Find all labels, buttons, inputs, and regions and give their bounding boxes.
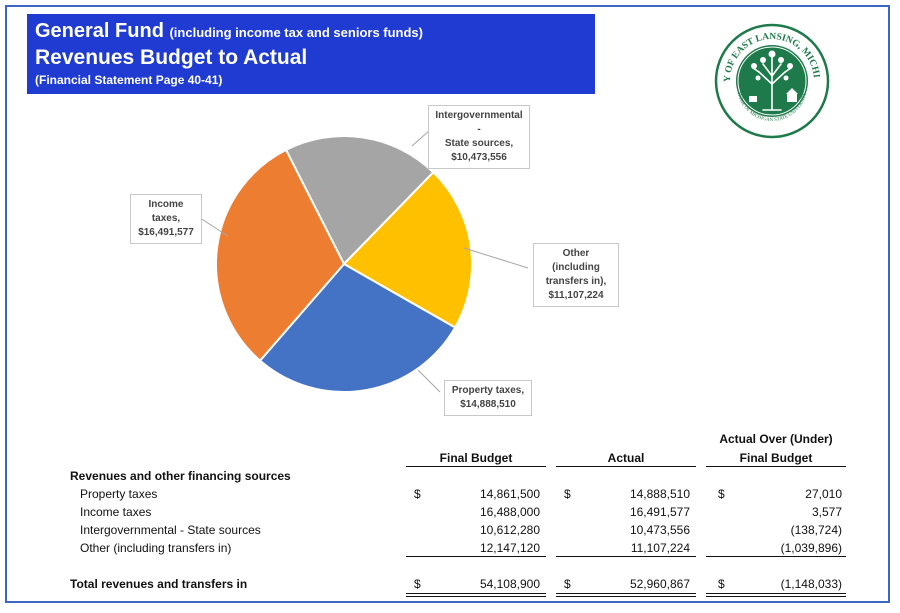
subtotal-line-variance <box>706 556 846 557</box>
total-label: Total revenues and transfers in <box>70 577 248 591</box>
leader-line-other <box>463 247 529 269</box>
callout-line: $11,107,224 <box>548 290 604 301</box>
total-double-underline-actual <box>556 593 696 597</box>
row-final-budget: 16,488,000 <box>479 505 540 519</box>
row-variance: (138,724) <box>790 523 842 537</box>
callout-property: Property taxes, $14,888,510 <box>444 380 532 416</box>
title-line-1: General Fund (including income tax and s… <box>35 19 595 45</box>
subtotal-line-actual <box>556 556 696 557</box>
callout-intergovernmental: Intergovernmental - State sources, $10,4… <box>428 105 530 169</box>
row-label: Income taxes <box>80 505 152 519</box>
col-header-variance-2: Final Budget <box>739 451 813 465</box>
callout-line: $10,473,556 <box>451 152 507 163</box>
leader-line-property <box>417 369 441 393</box>
col-header-variance-1: Actual Over (Under) <box>719 432 833 446</box>
callout-line: $16,491,577 <box>138 227 194 238</box>
subtotal-line-final <box>406 556 546 557</box>
total-final-budget: 54,108,900 <box>479 577 540 591</box>
row-currency-variance: $ <box>718 487 725 501</box>
total-currency-variance: $ <box>718 577 725 591</box>
row-final-budget: 12,147,120 <box>479 541 540 555</box>
title-line-2: Revenues Budget to Actual <box>35 46 308 69</box>
pie-slice-3 <box>215 148 346 363</box>
callout-line: Other (including <box>552 248 600 273</box>
total-currency-actual: $ <box>564 577 571 591</box>
callout-line: $14,888,510 <box>460 399 516 410</box>
row-actual: 11,107,224 <box>630 541 690 555</box>
leader-line-income <box>199 217 229 237</box>
row-currency-final: $ <box>414 487 421 501</box>
title-sub: (including income tax and seniors funds) <box>169 25 423 40</box>
leader-line-intergov <box>411 129 431 147</box>
pie-slice-0 <box>284 135 435 266</box>
callout-line: Intergovernmental - <box>435 110 523 135</box>
page-frame <box>5 5 890 603</box>
row-actual: 16,491,577 <box>629 505 690 519</box>
pie-slice-1 <box>342 170 473 329</box>
row-variance: 3,577 <box>811 505 842 519</box>
callout-other: Other (including transfers in), $11,107,… <box>533 243 619 307</box>
row-actual: 14,888,510 <box>629 487 690 501</box>
col-header-final-budget: Final Budget <box>439 451 513 465</box>
callout-income: Income taxes, $16,491,577 <box>130 194 202 244</box>
callout-line: State sources, <box>444 138 514 149</box>
row-final-budget: 14,861,500 <box>479 487 540 501</box>
callout-line: Property taxes, <box>451 385 525 396</box>
callout-line: transfers in), <box>545 276 607 287</box>
total-actual: 52,960,867 <box>629 577 690 591</box>
col-header-actual: Actual <box>607 451 645 465</box>
total-double-underline-final <box>406 593 546 597</box>
row-currency-actual: $ <box>564 487 571 501</box>
header-underline-variance <box>706 466 846 467</box>
total-double-underline-variance <box>706 593 846 597</box>
row-label: Property taxes <box>80 487 158 501</box>
pie-slice-2 <box>258 262 457 393</box>
section-label: Revenues and other financing sources <box>70 469 291 483</box>
header-underline-final <box>406 466 546 467</box>
row-variance: 27,010 <box>805 487 842 501</box>
total-currency-final: $ <box>414 577 421 591</box>
title-line-3: (Financial Statement Page 40-41) <box>35 73 223 87</box>
title-banner: General Fund (including income tax and s… <box>27 14 595 94</box>
row-actual: 10,473,556 <box>629 523 690 537</box>
header-underline-actual <box>556 466 696 467</box>
row-label: Intergovernmental - State sources <box>80 523 261 537</box>
row-label: Other (including transfers in) <box>80 541 232 555</box>
row-variance: (1,039,896) <box>780 541 842 555</box>
total-variance: (1,148,033) <box>780 577 842 591</box>
city-seal-logo: CITY OF EAST LANSING, MICHIGAN HOME OF M… <box>713 22 830 139</box>
row-final-budget: 10,612,280 <box>479 523 540 537</box>
revenue-pie-chart <box>199 129 529 393</box>
title-main: General Fund <box>35 20 164 42</box>
callout-line: Income taxes, <box>148 199 184 224</box>
